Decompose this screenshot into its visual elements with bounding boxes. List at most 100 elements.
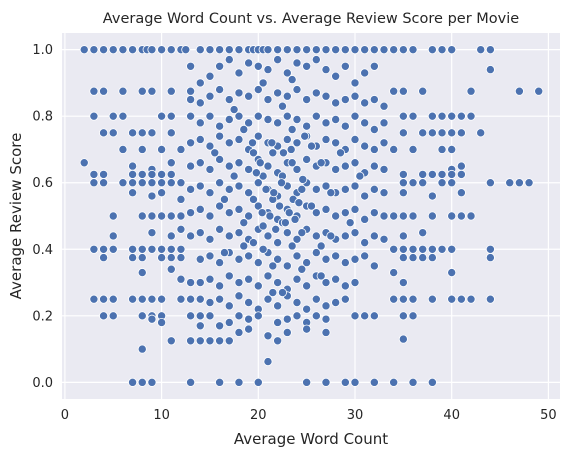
data-point	[408, 144, 418, 154]
data-point	[176, 224, 186, 234]
data-point	[89, 294, 99, 304]
data-point	[369, 184, 379, 194]
data-point	[514, 178, 524, 188]
data-point	[427, 169, 437, 179]
data-point	[340, 258, 350, 268]
data-point	[219, 248, 229, 258]
chart-title: Average Word Count vs. Average Review Sc…	[103, 11, 519, 27]
data-point	[176, 274, 186, 284]
data-point	[258, 78, 268, 88]
data-point	[215, 201, 225, 211]
data-point	[360, 45, 370, 55]
data-point	[215, 61, 225, 71]
data-point	[176, 253, 186, 263]
data-point	[534, 86, 544, 96]
data-point	[277, 101, 287, 111]
data-point	[389, 211, 399, 221]
data-point	[437, 111, 447, 121]
data-point	[350, 311, 360, 321]
data-point	[398, 334, 408, 344]
data-point	[398, 86, 408, 96]
data-point	[157, 178, 167, 188]
data-point	[437, 128, 447, 138]
data-point	[157, 294, 167, 304]
data-point	[137, 344, 147, 354]
data-point	[287, 124, 297, 134]
x-tick-labels: 0 10 20 30 40 50	[61, 408, 557, 423]
data-point	[350, 377, 360, 387]
data-point	[157, 211, 167, 221]
data-point	[234, 254, 244, 264]
data-point	[234, 68, 244, 78]
data-point	[340, 95, 350, 105]
data-point	[137, 211, 147, 221]
data-point	[99, 128, 109, 138]
data-point	[234, 111, 244, 121]
data-point	[466, 86, 476, 96]
data-point	[99, 253, 109, 263]
data-point	[456, 111, 466, 121]
data-point	[350, 181, 360, 191]
data-point	[331, 251, 341, 261]
data-point	[99, 178, 109, 188]
data-point	[118, 144, 128, 154]
data-point	[118, 178, 128, 188]
data-point	[345, 218, 355, 228]
data-point	[418, 253, 428, 263]
data-point	[485, 178, 495, 188]
data-point	[118, 45, 128, 55]
data-point	[447, 268, 457, 278]
data-point	[485, 244, 495, 254]
data-point	[244, 91, 254, 101]
data-point	[224, 95, 234, 105]
data-point	[447, 45, 457, 55]
data-point	[369, 231, 379, 241]
data-point	[398, 294, 408, 304]
data-point	[224, 115, 234, 125]
data-point	[369, 377, 379, 387]
data-point	[244, 58, 254, 68]
data-point	[273, 301, 283, 311]
data-point	[186, 231, 196, 241]
data-point	[257, 208, 267, 218]
data-point	[350, 78, 360, 88]
x-tick-label: 50	[540, 408, 557, 423]
data-point	[99, 45, 109, 55]
data-point	[263, 331, 273, 341]
data-point	[292, 274, 302, 284]
data-point	[331, 115, 341, 125]
data-point	[128, 169, 138, 179]
data-point	[166, 253, 176, 263]
data-point	[408, 253, 418, 263]
data-point	[331, 164, 341, 174]
data-point	[263, 65, 273, 75]
data-point	[292, 251, 302, 261]
data-point	[147, 228, 157, 238]
data-point	[340, 208, 350, 218]
data-point	[128, 377, 138, 387]
data-point	[321, 134, 331, 144]
data-point	[89, 45, 99, 55]
data-point	[89, 111, 99, 121]
data-point	[524, 178, 534, 188]
data-point	[118, 86, 128, 96]
data-point	[360, 118, 370, 128]
data-point	[331, 211, 341, 221]
data-point	[360, 68, 370, 78]
data-point	[186, 336, 196, 346]
y-tick-label: 0.2	[32, 309, 53, 324]
data-point	[277, 178, 287, 188]
data-point	[195, 45, 205, 55]
data-point	[300, 131, 310, 141]
data-point	[340, 184, 350, 194]
data-point	[505, 178, 515, 188]
data-point	[186, 61, 196, 71]
data-point	[186, 138, 196, 148]
data-point	[379, 138, 389, 148]
data-point	[224, 138, 234, 148]
data-point	[244, 118, 254, 128]
data-point	[244, 324, 254, 334]
data-point	[408, 294, 418, 304]
data-point	[137, 169, 147, 179]
data-point	[195, 311, 205, 321]
